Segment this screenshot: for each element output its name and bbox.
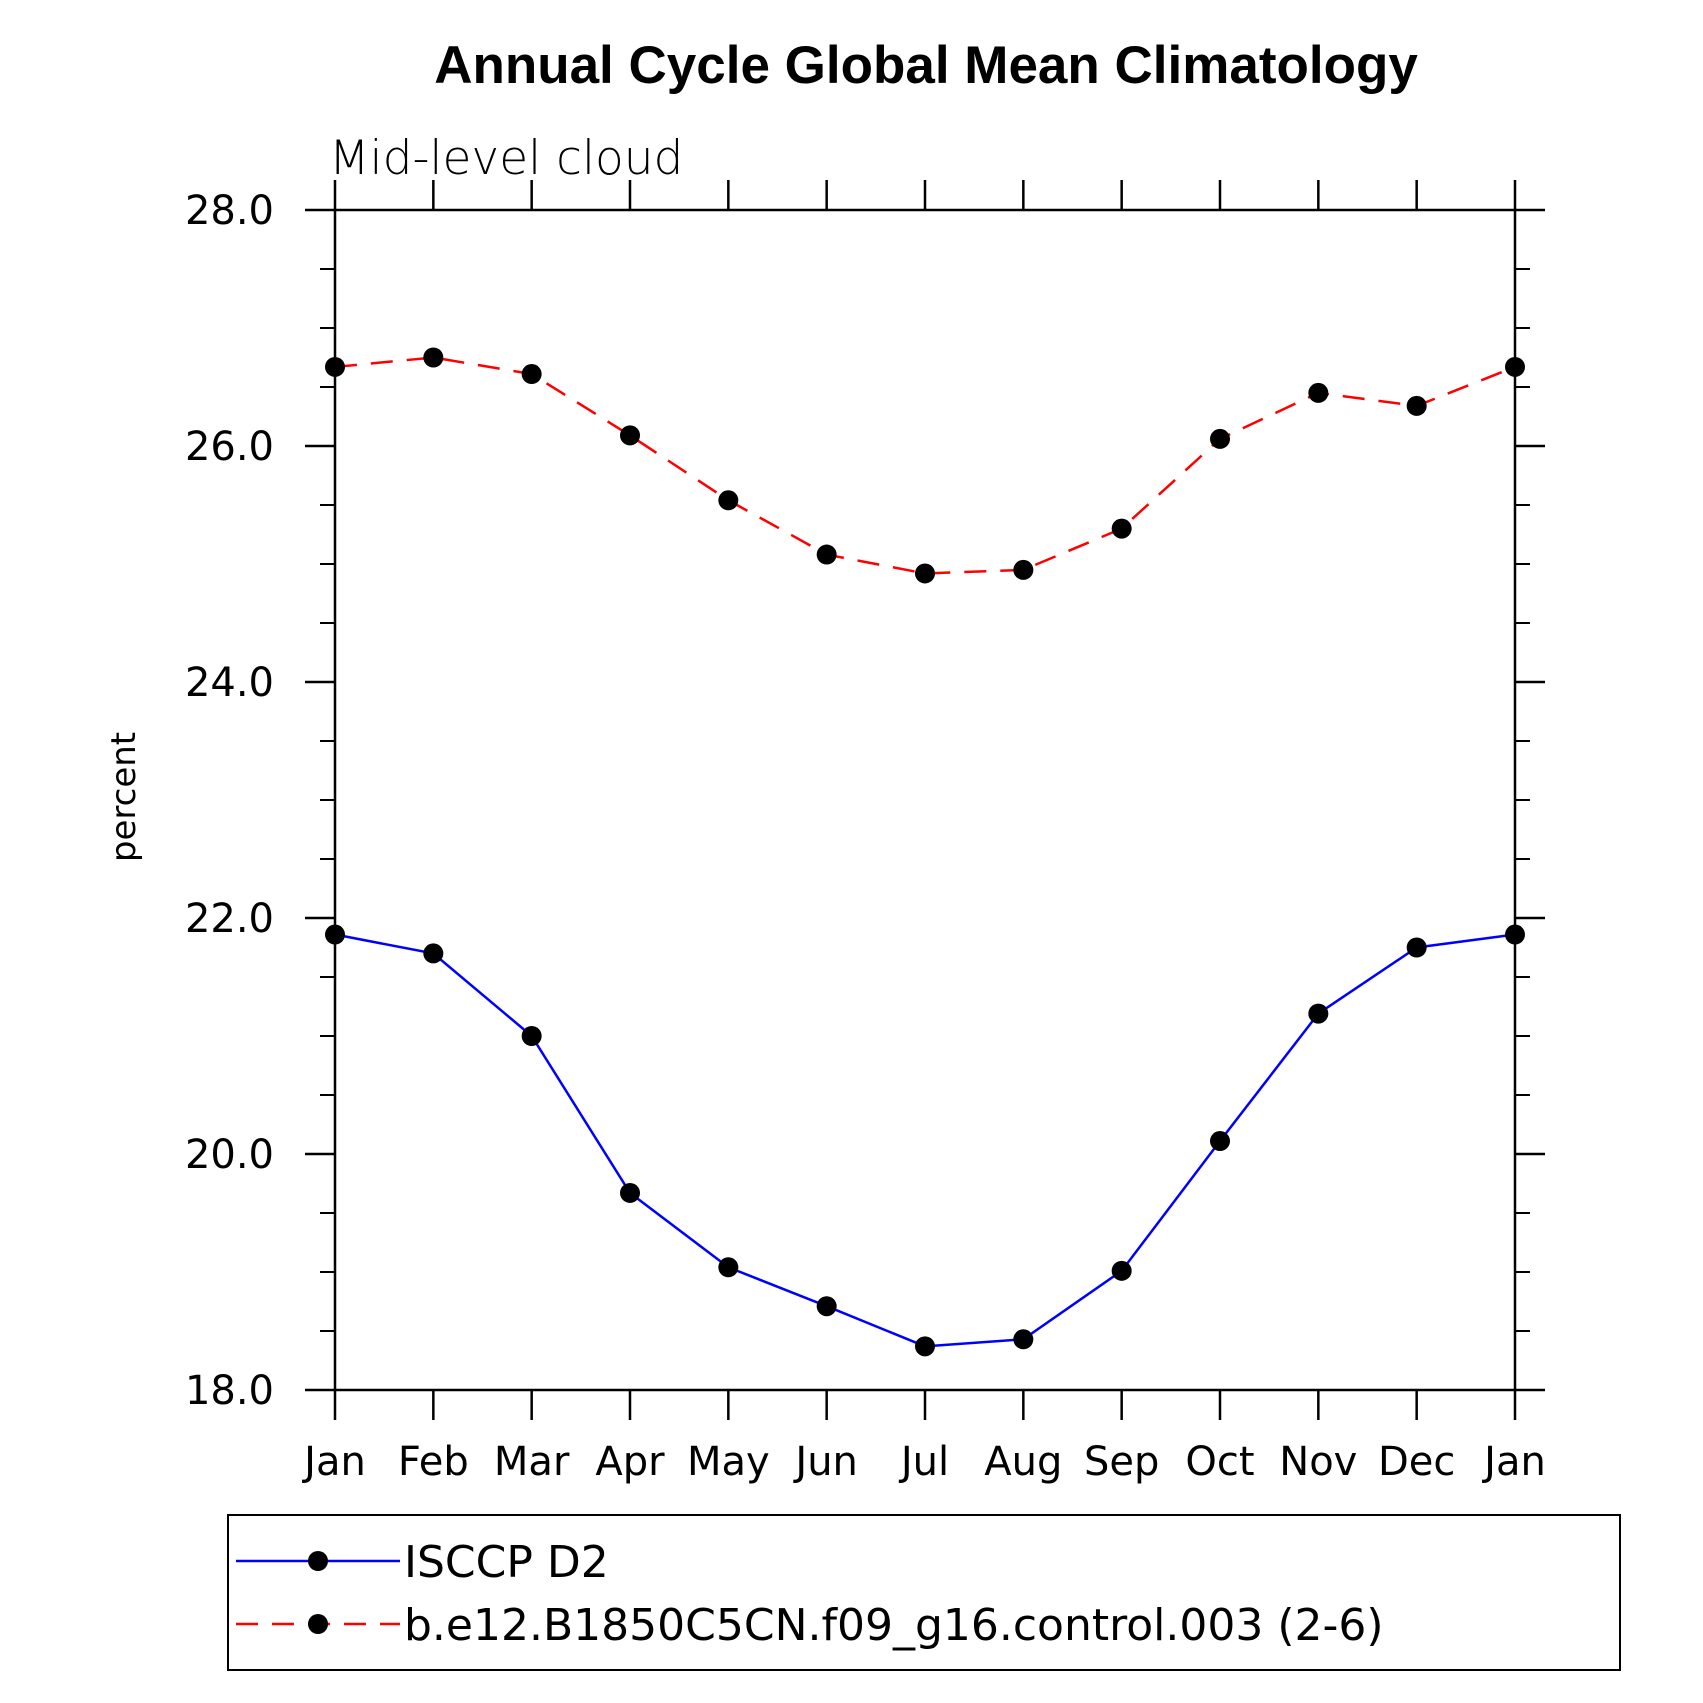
legend-entry-2: b.e12.B1850C5CN.f09_g16.control.003 (2-6… [236, 1600, 1384, 1651]
series-1 [325, 924, 1525, 1357]
legend-label: b.e12.B1850C5CN.f09_g16.control.003 (2-6… [404, 1600, 1384, 1651]
data-point [423, 943, 444, 964]
tick-labels: Jan Feb Mar Apr May Jun Jul Aug Sep Oct Nov Dec Jan 1… [185, 188, 1546, 1485]
y-tick-label: 18.0 [185, 1368, 274, 1414]
plot-area [333, 208, 1517, 1392]
data-point [620, 425, 640, 446]
y-axis-label: percent [104, 732, 144, 862]
data-point [915, 1336, 935, 1357]
data-point [816, 544, 837, 565]
x-tick-label: Sep [1084, 1439, 1159, 1485]
chart-title: Annual Cycle Global Mean Climatology [434, 36, 1418, 95]
data-point [1111, 518, 1132, 539]
data-point [1308, 382, 1329, 403]
series-layer [325, 347, 1525, 1357]
data-point [1013, 559, 1034, 580]
x-tick-label: Jun [792, 1439, 858, 1485]
series-line [334, 933, 1516, 1348]
data-point [1308, 1003, 1329, 1024]
data-point [1210, 428, 1230, 449]
data-point [1111, 1260, 1132, 1281]
axis-ticks [305, 180, 1545, 1420]
data-point [423, 347, 444, 368]
plot-frame [333, 208, 1517, 1392]
series-2 [325, 347, 1525, 584]
legend-box [227, 1514, 1621, 1671]
legend: ISCCP D2 b.e12.B1850C5CN.f09_g16.control.… [236, 1537, 1384, 1651]
x-tick-label: Feb [398, 1439, 469, 1485]
data-point [1505, 356, 1525, 377]
data-point [325, 924, 345, 945]
y-tick-label: 26.0 [185, 424, 274, 470]
y-tick-label: 22.0 [185, 896, 274, 942]
data-point [1505, 924, 1525, 945]
data-point [816, 1296, 837, 1317]
legend-label: ISCCP D2 [404, 1537, 609, 1588]
data-point [718, 1257, 739, 1278]
data-point [1210, 1131, 1230, 1152]
x-tick-label: Aug [984, 1439, 1062, 1485]
data-point [1406, 937, 1427, 958]
x-tick-label: Jul [898, 1439, 949, 1485]
legend-marker [308, 1551, 328, 1571]
y-tick-label: 28.0 [185, 188, 274, 234]
series-line [334, 356, 1516, 575]
x-tick-label: Mar [494, 1439, 570, 1485]
x-tick-label: May [687, 1439, 770, 1485]
y-tick-label: 24.0 [185, 660, 274, 706]
y-tick-label: 20.0 [185, 1132, 274, 1178]
x-tick-label: Oct [1185, 1439, 1254, 1485]
data-point [325, 356, 345, 377]
x-tick-label: Jan [301, 1439, 366, 1485]
chart-subtitle: Mid-level cloud [329, 131, 683, 186]
data-point [718, 490, 739, 511]
x-tick-label: Nov [1279, 1439, 1357, 1485]
data-point [915, 563, 935, 584]
x-tick-label: Dec [1378, 1439, 1455, 1485]
data-point [521, 364, 542, 385]
data-point [521, 1026, 542, 1046]
x-tick-label: Jan [1481, 1439, 1546, 1485]
legend-marker [308, 1614, 328, 1634]
data-point [1406, 395, 1427, 416]
legend-entry-1: ISCCP D2 [236, 1537, 609, 1588]
x-tick-label: Apr [595, 1439, 665, 1485]
data-point [1013, 1329, 1034, 1350]
data-point [620, 1182, 640, 1203]
